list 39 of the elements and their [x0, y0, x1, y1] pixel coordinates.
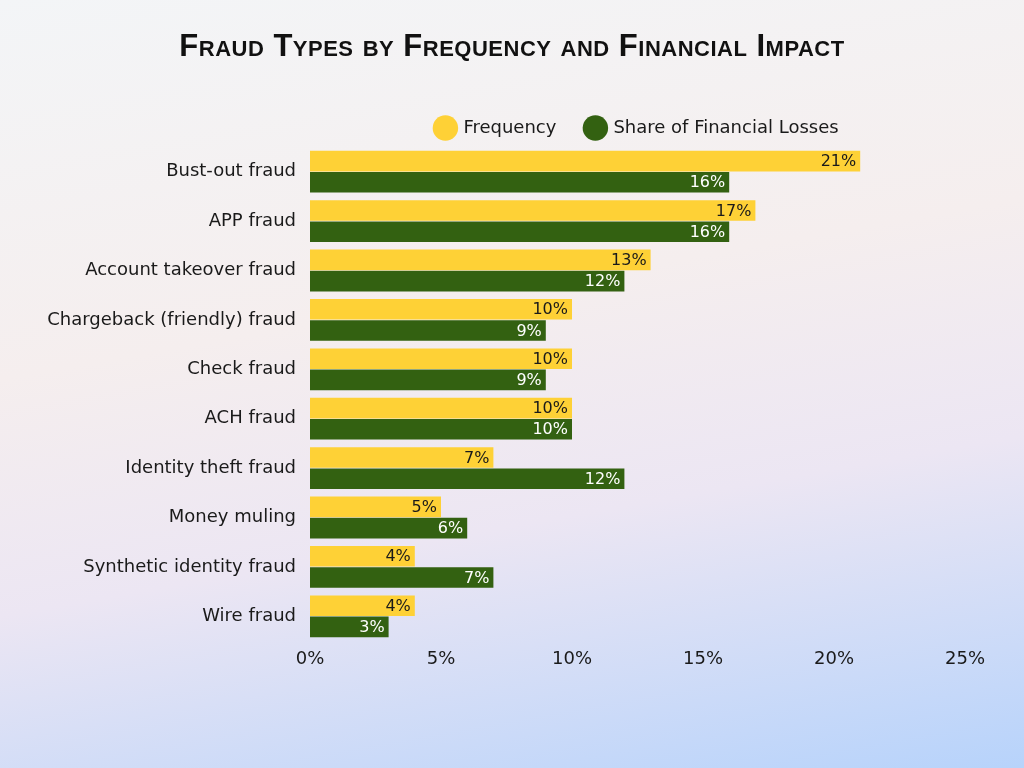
y-tick-label: Account takeover fraud [85, 258, 296, 280]
y-tick-label: Money muling [168, 505, 296, 527]
data-label: 10% [532, 419, 568, 439]
data-label: 16% [689, 172, 726, 192]
y-tick-label: ACH fraud [204, 406, 296, 428]
legend-label: Share of Financial Losses [613, 115, 839, 137]
x-tick-label: 20% [813, 647, 855, 669]
data-label: 17% [715, 200, 752, 220]
x-tick-label: 5% [426, 647, 456, 669]
y-tick-label: Wire fraud [202, 603, 296, 625]
chart-title: Fraud Types by Frequency and Financial Impact [178, 28, 846, 64]
data-label: 10% [532, 299, 568, 319]
data-label: 4% [385, 595, 411, 615]
data-label: 5% [411, 497, 437, 517]
data-label: 10% [532, 348, 568, 368]
y-tick-label: Bust-out fraud [166, 159, 296, 181]
x-tick-label: 0% [295, 647, 325, 669]
y-tick-label: Check fraud [187, 356, 296, 378]
data-label: 9% [516, 320, 542, 340]
data-label: 12% [584, 468, 621, 488]
x-tick-label: 10% [551, 647, 593, 669]
data-label: 4% [385, 546, 411, 566]
data-label: 7% [464, 567, 490, 587]
legend-label: Frequency [463, 115, 557, 137]
data-label: 6% [437, 518, 464, 538]
y-tick-label: APP fraud [208, 208, 296, 230]
x-tick-label: 15% [682, 647, 724, 669]
data-label: 3% [359, 617, 385, 637]
y-tick-label: Synthetic identity fraud [83, 554, 296, 576]
data-label: 10% [532, 398, 568, 418]
y-tick-label: Identity theft fraud [125, 455, 296, 477]
data-label: 12% [584, 271, 621, 291]
x-tick-label: 25% [944, 647, 986, 669]
data-label: 21% [820, 151, 857, 171]
data-label: 9% [516, 370, 542, 390]
data-label: 7% [464, 447, 490, 467]
data-label: 13% [611, 250, 647, 270]
data-label: 16% [689, 221, 726, 241]
y-tick-label: Chargeback (friendly) fraud [47, 307, 296, 329]
